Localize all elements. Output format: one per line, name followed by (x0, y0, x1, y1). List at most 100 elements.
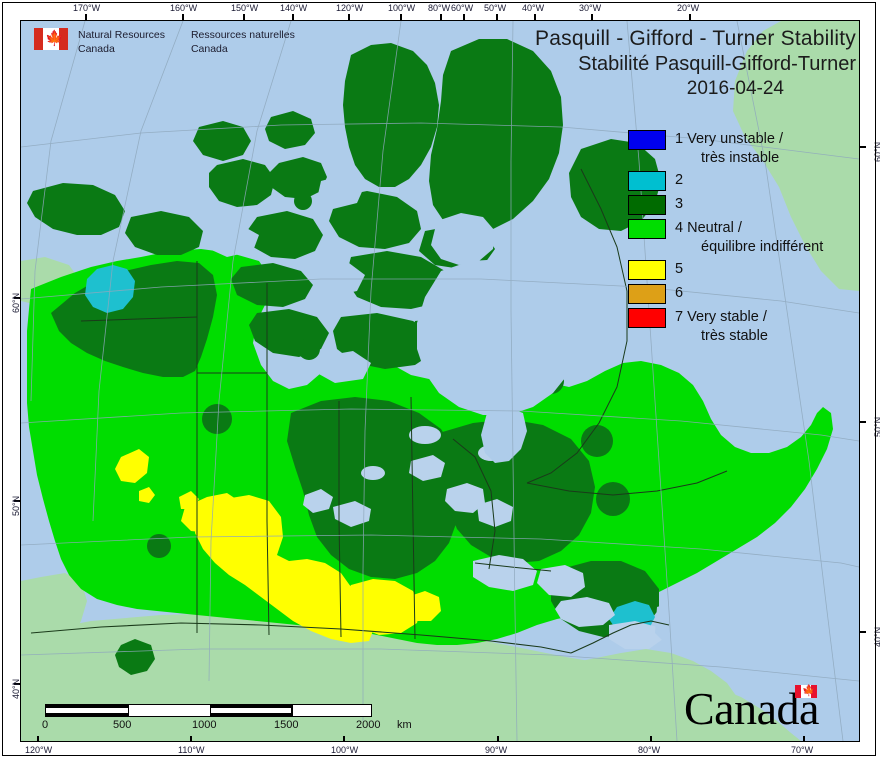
foxe-basin (431, 213, 495, 265)
usa-canada-border (30, 620, 670, 654)
agency-name-french: Ressources naturelles Canada (190, 29, 295, 56)
title-line-english: Pasquill - Gifford - Turner Stability (535, 27, 856, 50)
scale-label: 0 (42, 719, 49, 731)
longitude-tick-label: 140°W (280, 3, 308, 13)
graticule-lines (21, 21, 859, 741)
longitude-tick-label: 100°W (388, 3, 416, 13)
legend-label: 3 (675, 196, 684, 213)
axis-tick (85, 14, 87, 20)
latitude-tick-label: 50°N (873, 416, 880, 437)
latitude-tick-label: 40°N (11, 678, 21, 699)
stability-class-legend: 1 Very unstable / très instable 2 3 4 Ne… (628, 130, 823, 349)
longitude-tick-label: 30°W (579, 3, 602, 13)
axis-tick (14, 297, 20, 299)
longitude-tick-label: 20°W (677, 3, 700, 13)
latitude-axis-left (0, 0, 20, 760)
longitude-tick-label: 110°W (178, 745, 205, 755)
agency-name-english: Natural Resources Canada (78, 29, 165, 56)
longitude-tick-label: 80°W (638, 745, 661, 755)
provincial-borders (80, 168, 728, 640)
legend-item[interactable]: 6 (628, 284, 823, 305)
legend-swatch (628, 195, 666, 216)
longitude-tick-label: 40°W (522, 3, 545, 13)
stability-map-canvas[interactable] (21, 21, 859, 741)
latitude-tick-label: 40°N (873, 626, 880, 647)
title-line-french: Stabilité Pasquill-Gifford-Turner (578, 52, 856, 75)
class5-prairies-main (195, 495, 373, 643)
greenland-landmass (733, 21, 859, 291)
axis-tick (860, 421, 866, 423)
axis-tick (860, 631, 866, 633)
longitude-tick-label: 170°W (73, 3, 101, 13)
legend-swatch (628, 130, 666, 150)
latitude-tick-label: 50°N (11, 495, 21, 516)
canada-flag-icon: 🍁 (34, 28, 68, 50)
map-title-block: Pasquill - Gifford - Turner Stability St… (535, 26, 856, 100)
legend-item[interactable]: 4 Neutral / équilibre indifférent (628, 219, 823, 256)
longitude-tick-label: 150°W (231, 3, 259, 13)
canada-wordmark: Canada 🍁 (684, 685, 819, 732)
longitude-tick-label: 100°W (331, 745, 359, 755)
canada-flag-icon: 🍁 (794, 685, 817, 698)
class5-saskatchewan (345, 579, 421, 635)
longitude-tick-label: 50°W (484, 3, 507, 13)
longitude-tick-label: 160°W (170, 3, 198, 13)
axis-tick (37, 736, 39, 742)
scale-bar-track (45, 704, 372, 717)
class3-bc-coast-patch (115, 639, 155, 675)
arctic-waterways (205, 173, 371, 383)
axis-tick (440, 14, 442, 20)
axis-tick (190, 736, 192, 742)
map-scale-bar: 0 500 1000 1500 2000 km (42, 704, 412, 733)
legend-swatch (628, 308, 666, 329)
axis-tick (292, 14, 294, 20)
axis-tick (497, 736, 499, 742)
latitude-tick-label: 60°N (11, 292, 21, 313)
longitude-tick-label: 70°W (791, 745, 814, 755)
legend-label: 2 (675, 172, 684, 189)
legend-item[interactable]: 5 (628, 260, 823, 281)
axis-tick (650, 736, 652, 742)
scale-bar-labels: 0 500 1000 1500 2000 km (42, 719, 412, 733)
axis-tick (803, 736, 805, 742)
axis-tick (243, 14, 245, 20)
longitude-tick-label: 120°W (25, 745, 53, 755)
axis-tick (400, 14, 402, 20)
axis-tick (182, 14, 184, 20)
latitude-tick-label: 60°N (873, 141, 880, 162)
axis-tick (496, 14, 498, 20)
gulf-st-lawrence (655, 597, 755, 657)
legend-item[interactable]: 1 Very unstable / très instable (628, 130, 823, 167)
longitude-tick-label: 80°W (428, 3, 451, 13)
scale-label: 1000 (192, 719, 217, 731)
james-bay (481, 407, 527, 463)
legend-item[interactable]: 2 (628, 171, 823, 192)
longitude-axis-bottom (0, 742, 880, 760)
arctic-archipelago-class3 (27, 43, 507, 371)
class3-shield-east (439, 419, 595, 563)
scale-label: 1500 (274, 719, 299, 731)
natural-resources-canada-wordmark: 🍁 Natural Resources Canada Ressources na… (34, 28, 295, 56)
axis-tick (591, 14, 593, 20)
scale-label: 2000 (356, 719, 381, 731)
longitude-tick-label: 120°W (336, 3, 364, 13)
legend-label: 4 Neutral / équilibre indifférent (675, 220, 824, 255)
great-lakes-and-inland-lakes (303, 426, 663, 649)
longitude-tick-label: 90°W (485, 745, 508, 755)
axis-tick (348, 14, 350, 20)
legend-label: 7 Very stable / très stable (675, 309, 768, 344)
legend-swatch (628, 284, 666, 305)
legend-swatch (628, 260, 666, 281)
legend-item[interactable]: 7 Very stable / très stable (628, 308, 823, 345)
axis-tick (689, 14, 691, 20)
longitude-axis-top (0, 0, 880, 20)
legend-label: 1 Very unstable / très instable (675, 131, 784, 166)
legend-swatch (628, 219, 666, 240)
axis-tick (343, 736, 345, 742)
longitude-tick-label: 60°W (451, 3, 474, 13)
axis-tick (14, 500, 20, 502)
axis-tick (14, 683, 20, 685)
legend-item[interactable]: 3 (628, 195, 823, 216)
usa-northeast (581, 649, 737, 705)
